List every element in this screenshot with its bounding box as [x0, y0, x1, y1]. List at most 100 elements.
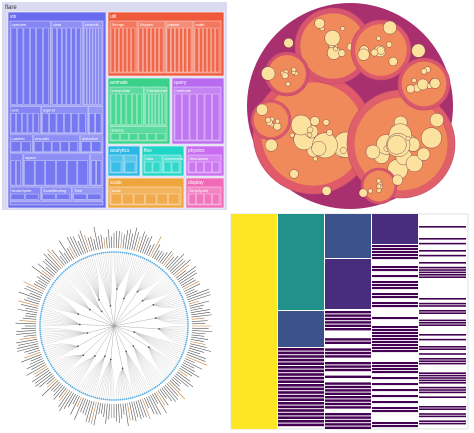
- treemap-subcell: [10, 208, 56, 209]
- treemap-subcell: [45, 160, 56, 186]
- dendrogram-leaf-node: [184, 304, 186, 307]
- treemap-subcell: [163, 161, 172, 173]
- dendrogram-link: [93, 254, 100, 300]
- treemap-subcell: [91, 160, 96, 186]
- dendrogram-leaf-node: [53, 281, 56, 284]
- dendrogram-leaf-label: [105, 403, 108, 424]
- dendrogram-link: [123, 256, 139, 299]
- dendrogram-link: [113, 325, 134, 347]
- pack-leaf-circle: [405, 155, 423, 173]
- dendrogram-leaf-label: [190, 307, 203, 311]
- dendrogram-leaf-label: [68, 246, 76, 259]
- treemap-subcell: [145, 93, 149, 125]
- dendrogram-link: [97, 359, 111, 399]
- treemap-subcell: [144, 161, 153, 173]
- treemap-cell-label: axis: [12, 107, 19, 112]
- icicle-node: [278, 402, 324, 405]
- dendrogram-leaf-label: [144, 397, 150, 409]
- treemap-subcell: [52, 27, 57, 105]
- dendrogram-link: [105, 252, 111, 306]
- dendrogram-leaf-node: [161, 269, 164, 271]
- dendrogram-link: [158, 328, 186, 345]
- dendrogram-leaf-label: [118, 231, 120, 249]
- icicle-node: [419, 391, 466, 394]
- dendrogram-leaf-label: [133, 401, 139, 418]
- dendrogram-link: [43, 344, 78, 349]
- dendrogram-leaf-label: [90, 401, 97, 425]
- icicle-node: [372, 422, 418, 425]
- dendrogram-leaf-node: [39, 314, 42, 317]
- dendrogram-link: [153, 304, 186, 309]
- icicle-node: [372, 275, 418, 278]
- treemap-subcell: [16, 160, 21, 186]
- dendrogram-leaf-node: [47, 359, 50, 362]
- dendrogram-leaf-label: [155, 391, 166, 406]
- treemap-subcell: [98, 27, 102, 105]
- dendrogram-leaf-label: [29, 358, 44, 365]
- icicle-chart: [229, 212, 472, 431]
- treemap-subcell: [156, 193, 168, 205]
- treemap-subcell: [183, 27, 187, 73]
- treemap-subcell: [67, 160, 78, 186]
- dendrogram-leaf-node: [185, 310, 188, 313]
- pack-leaf-circle: [383, 20, 397, 35]
- dendrogram-leaf-node: [88, 394, 91, 397]
- dendrogram-leaf-label: [127, 229, 132, 250]
- dendrogram-leaf-label: [174, 264, 190, 277]
- pack-leaf-circle: [289, 169, 299, 179]
- dendrogram-leaf-label: [174, 375, 189, 388]
- dendrogram-leaf-label: [146, 244, 152, 256]
- dendrogram-link: [94, 325, 115, 357]
- dendrogram-leaf-label: [157, 252, 165, 262]
- icicle-node: [372, 269, 418, 272]
- dendrogram-link: [134, 331, 184, 351]
- treemap-subcell: [95, 113, 102, 133]
- dendrogram-leaf-node: [86, 256, 89, 258]
- dendrogram-leaf-label: [191, 317, 205, 320]
- icicle-node: [325, 423, 371, 426]
- dendrogram-link: [49, 346, 78, 363]
- dendrogram-leaf-node: [186, 316, 189, 319]
- dendrogram-leaf-label: [67, 393, 76, 408]
- icicle-node: [419, 413, 466, 415]
- dendrogram-leaf-node: [71, 264, 74, 266]
- dendrogram-leaf-label: [88, 401, 95, 423]
- dendrogram-leaf-node: [40, 312, 42, 315]
- treemap-subcell: [43, 141, 52, 152]
- dendrogram-leaf-node: [117, 251, 120, 254]
- dendrogram-leaf-label: [41, 380, 59, 397]
- dendrogram-link: [122, 368, 127, 399]
- dendrogram-link: [89, 356, 106, 396]
- icicle-node: [419, 362, 466, 365]
- icicle-node: [372, 257, 418, 260]
- treemap-cell-label: converters: [165, 156, 184, 161]
- dendrogram-leaf-label: [18, 341, 38, 346]
- dendrogram-leaf-node: [170, 278, 173, 281]
- dendrogram-link: [107, 359, 111, 400]
- dendrogram-link: [39, 324, 80, 327]
- dendrogram-leaf-node: [76, 260, 79, 263]
- dendrogram-leaf-label: [41, 270, 53, 279]
- pack-leaf-circle: [261, 66, 276, 81]
- dendrogram-leaf-node: [52, 283, 54, 286]
- dendrogram-leaf-label: [180, 366, 200, 378]
- treemap-subcell: [203, 27, 207, 73]
- dendrogram-leaf-label: [183, 283, 201, 292]
- pack-leaf-circle: [256, 103, 269, 116]
- dendrogram-leaf-node: [39, 320, 42, 323]
- dendrogram-leaf-label: [70, 395, 80, 415]
- dendrogram-link: [59, 355, 84, 377]
- dendrogram-leaf-label: [16, 332, 37, 335]
- treemap-group-label: analytics: [110, 148, 130, 154]
- dendrogram-leaf-node: [145, 391, 148, 394]
- dendrogram-link: [110, 305, 115, 327]
- dendrogram-link: [56, 355, 84, 373]
- dendrogram-leaf-label: [171, 378, 180, 387]
- pack-leaf-circle: [387, 135, 407, 155]
- icicle-node: [419, 302, 466, 305]
- dendrogram-link: [125, 351, 143, 395]
- dendrogram-leaf-node: [49, 363, 52, 366]
- dendrogram-link: [123, 254, 135, 299]
- dendrogram-leaf-node: [186, 337, 188, 340]
- treemap-subcell: [23, 27, 30, 105]
